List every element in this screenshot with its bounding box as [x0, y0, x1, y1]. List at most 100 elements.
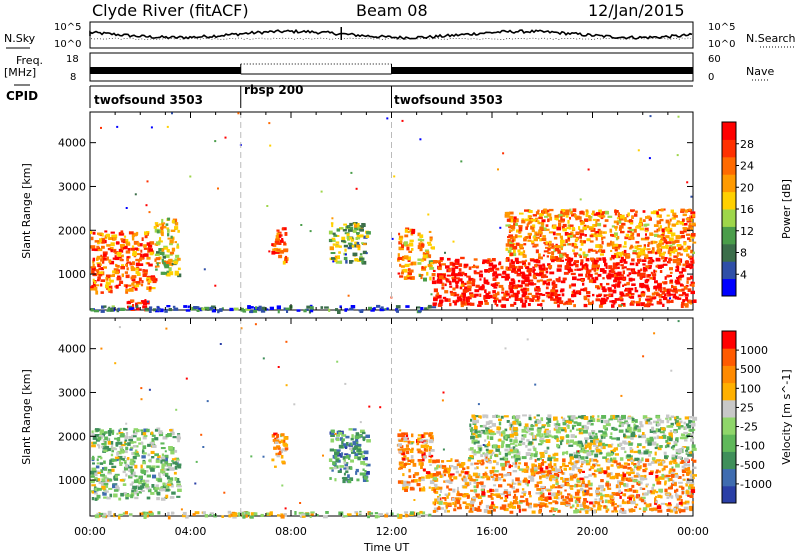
velocity-panel-point — [423, 441, 428, 444]
velocity-panel-point — [142, 449, 145, 452]
velocity-panel-point — [134, 464, 138, 469]
velocity-panel-point — [92, 490, 97, 493]
power-panel-point — [653, 230, 659, 233]
power-panel-point — [544, 215, 549, 218]
velocity-panel-point — [635, 503, 639, 506]
velocity-panel-point — [595, 432, 598, 436]
velocity-panel-point — [623, 483, 626, 487]
velocity-panel-point — [577, 440, 583, 444]
power-panel-point — [669, 218, 672, 222]
power-panel-point — [531, 294, 535, 297]
velocity-panel-point — [466, 495, 470, 499]
velocity-panel-point — [642, 432, 645, 435]
power-panel-point — [554, 245, 557, 248]
velocity-panel-point — [616, 484, 619, 488]
velocity-panel-point — [577, 477, 581, 480]
velocity-panel-point — [523, 493, 526, 497]
power-panel-point — [691, 283, 695, 287]
power-panel-point — [670, 279, 673, 283]
velocity-panel-point — [561, 438, 564, 442]
velocity-panel-point — [518, 468, 524, 471]
power-panel-ylabel: Slant Range [km] — [20, 163, 33, 259]
power-panel-point — [502, 152, 505, 155]
power-panel-point — [560, 246, 563, 251]
power-panel-point — [619, 259, 623, 264]
velocity-panel-point — [496, 495, 501, 498]
velocity-panel-point — [543, 440, 546, 443]
velocity-panel-point — [167, 515, 171, 520]
velocity-panel-point — [496, 415, 501, 418]
velocity-panel-point — [689, 451, 692, 454]
velocity-panel-point — [91, 469, 97, 474]
power-panel-point — [148, 211, 151, 214]
velocity-panel-point — [424, 448, 429, 452]
velocity-panel-point — [112, 429, 115, 434]
velocity-panel-point — [129, 474, 135, 477]
power-panel-point — [407, 256, 411, 261]
power-panel-point — [403, 241, 408, 245]
velocity-panel-point — [491, 423, 496, 427]
velocity-panel-point — [548, 492, 552, 496]
power-panel-point — [521, 302, 527, 305]
velocity-panel-point — [655, 500, 658, 504]
power-panel-point — [671, 246, 676, 250]
power-panel-point — [545, 270, 549, 274]
velocity-panel-point — [504, 448, 509, 452]
power-panel-point — [398, 238, 403, 241]
power-panel-point — [361, 260, 367, 265]
power-panel-point — [100, 267, 104, 271]
velocity-panel-point — [151, 484, 155, 488]
velocity-panel-point — [404, 511, 408, 514]
power-panel-point — [579, 248, 582, 251]
velocity-panel-point — [564, 429, 567, 433]
power-panel-point — [156, 223, 159, 227]
power-panel-point — [612, 256, 615, 260]
power-panel-point — [570, 272, 576, 276]
power-panel-point — [682, 227, 687, 230]
power-panel-point — [603, 224, 607, 228]
power-panel-point — [492, 294, 498, 298]
power-panel-point — [660, 238, 664, 241]
velocity-panel-point — [124, 435, 129, 439]
power-panel-point — [679, 258, 683, 263]
velocity-panel-point — [607, 423, 611, 427]
velocity-panel-point — [578, 415, 582, 419]
velocity-panel-point — [446, 495, 449, 499]
power-panel-point — [278, 254, 283, 259]
power-panel-point — [514, 297, 518, 301]
power-panel-point — [686, 220, 692, 223]
power-panel-point — [626, 282, 630, 286]
power-panel-point — [505, 298, 509, 301]
power-panel-point — [274, 240, 279, 245]
power-panel-point — [349, 307, 354, 311]
power-panel-point — [674, 279, 680, 283]
power-panel-point — [669, 267, 673, 271]
velocity-panel-point — [597, 507, 602, 511]
power-panel-point — [347, 242, 353, 245]
velocity-panel-point — [616, 475, 619, 480]
power-panel-point — [134, 287, 138, 291]
power-panel-point — [134, 193, 137, 196]
velocity-panel-point — [495, 474, 499, 478]
velocity-panel-point — [601, 435, 604, 439]
velocity-panel-point — [657, 459, 661, 464]
power-panel-point — [420, 275, 423, 280]
power-panel-point — [682, 299, 686, 303]
power-panel-point — [521, 260, 526, 264]
power-panel-point — [146, 231, 150, 234]
power-panel-point — [425, 250, 430, 254]
power-panel-point — [397, 256, 403, 260]
velocity-panel-point — [555, 482, 559, 486]
power-panel-point — [652, 260, 655, 263]
velocity-panel-point — [91, 497, 95, 501]
power-panel-point — [688, 238, 692, 242]
freq-tick-label: 8 — [70, 72, 76, 83]
power-panel-point — [595, 234, 599, 237]
power-panel-point — [454, 273, 460, 276]
velocity-panel-point — [598, 470, 602, 474]
velocity-panel-point — [103, 460, 106, 464]
power-panel-point — [653, 224, 659, 227]
velocity-panel-point — [577, 459, 581, 463]
power-panel-point — [537, 303, 541, 306]
velocity-panel-point — [636, 489, 639, 494]
